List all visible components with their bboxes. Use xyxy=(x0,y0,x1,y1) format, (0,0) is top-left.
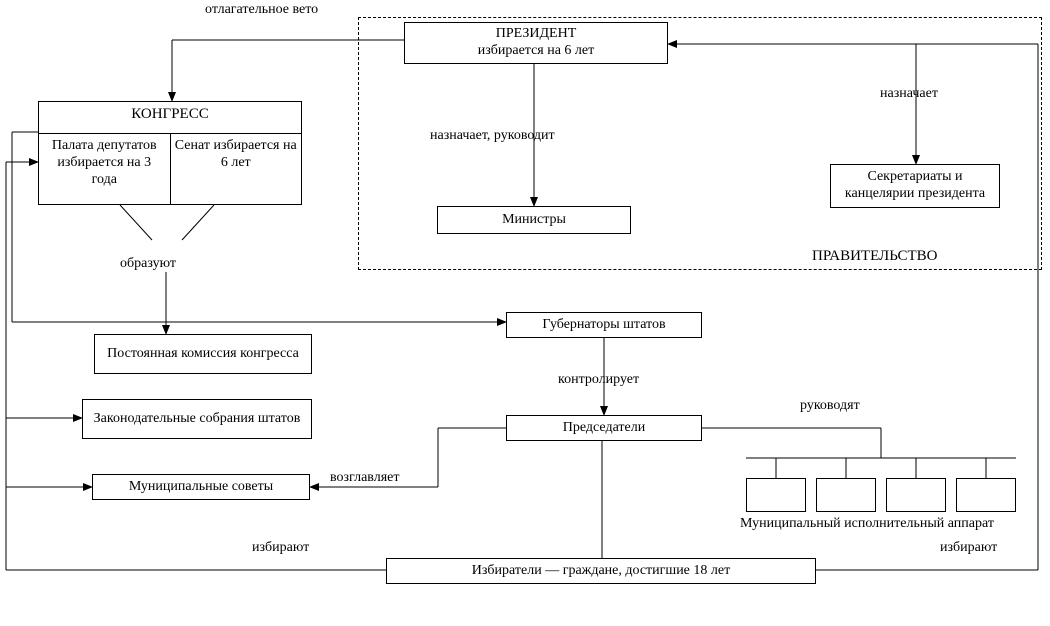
node-secretariat: Секретариаты и канцелярии президента xyxy=(830,164,1000,208)
node-commission: Постоянная комиссия конгресса xyxy=(94,334,312,374)
exec-apparatus-box xyxy=(956,478,1016,512)
exec-apparatus-box xyxy=(746,478,806,512)
diagram-stage: ПРАВИТЕЛЬСТВО ПРЕЗИДЕНТ избирается на 6 … xyxy=(0,0,1050,626)
label-elect-right: избирают xyxy=(940,540,997,556)
president-sub: избирается на 6 лет xyxy=(478,43,595,60)
label-elect-left: избирают xyxy=(252,540,309,556)
label-appoints-2: назначает, руководит xyxy=(430,128,555,144)
government-panel-label: ПРАВИТЕЛЬСТВО xyxy=(812,248,937,265)
node-voters: Избиратели — граждане, достигшие 18 лет xyxy=(386,558,816,584)
label-controls: контролирует xyxy=(558,372,639,388)
node-chairmen: Председатели xyxy=(506,415,702,441)
label-appoints-1: назначает xyxy=(880,86,938,102)
congress-title: КОНГРЕСС xyxy=(39,102,301,134)
congress-senate: Сенат избирается на 6 лет xyxy=(171,134,302,204)
node-municipal-councils: Муниципальные советы xyxy=(92,474,310,500)
node-congress: КОНГРЕСС Палата депутатов избирается на … xyxy=(38,101,302,205)
label-veto: отлагательное вето xyxy=(205,2,318,18)
node-president: ПРЕЗИДЕНТ избирается на 6 лет xyxy=(404,22,668,64)
label-leads: руководят xyxy=(800,398,860,414)
exec-apparatus-label: Муниципальный исполнительный аппарат xyxy=(740,516,994,532)
label-form: образуют xyxy=(120,256,176,272)
exec-apparatus-box xyxy=(886,478,946,512)
congress-deputies: Палата депутатов избирается на 3 года xyxy=(39,134,171,204)
node-legislature: Законодательные собрания штатов xyxy=(82,399,312,439)
exec-apparatus-box xyxy=(816,478,876,512)
president-title: ПРЕЗИДЕНТ xyxy=(478,26,595,43)
label-heads: возглавляет xyxy=(330,470,399,486)
node-governors: Губернаторы штатов xyxy=(506,312,702,338)
node-ministers: Министры xyxy=(437,206,631,234)
